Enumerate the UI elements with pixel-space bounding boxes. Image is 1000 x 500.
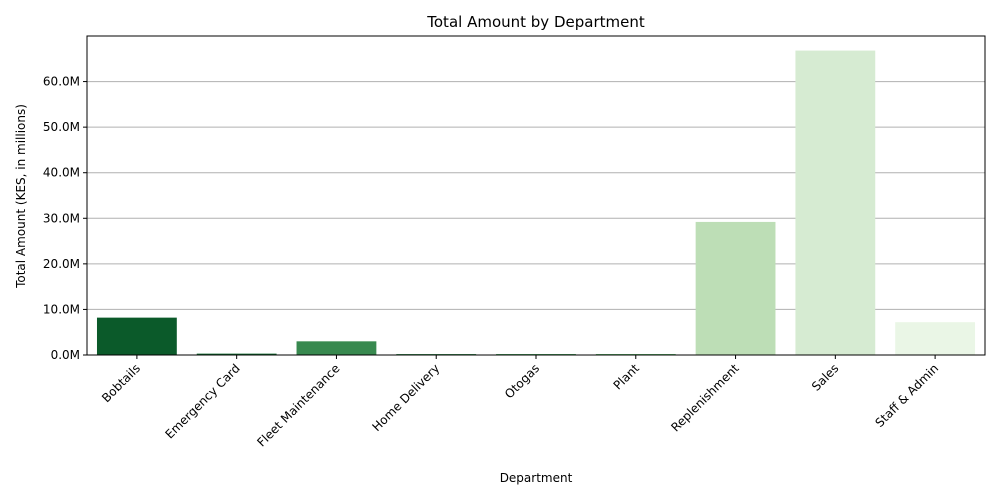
- x-tick-label: Bobtails: [99, 361, 143, 405]
- chart-title: Total Amount by Department: [426, 13, 645, 31]
- y-tick-label: 40.0M: [43, 166, 80, 180]
- x-axis-label: Department: [500, 471, 573, 485]
- y-axis-label: Total Amount (KES, in millions): [14, 104, 28, 289]
- y-tick-label: 30.0M: [43, 211, 80, 225]
- x-tick-label: Replenishment: [668, 361, 742, 435]
- y-tick-label: 20.0M: [43, 257, 80, 271]
- gridlines: [87, 81, 985, 356]
- bar-bobtails: [96, 317, 177, 355]
- y-tick-label: 0.0M: [51, 348, 80, 362]
- x-tick-label: Home Delivery: [369, 361, 442, 434]
- x-tick-label: Staff & Admin: [873, 361, 942, 430]
- x-tick-label: Plant: [611, 361, 642, 392]
- bar-fleet-maintenance: [296, 341, 377, 355]
- x-tick-label: Fleet Maintenance: [254, 361, 342, 449]
- x-axis-ticks: Bobtails Emergency Card Fleet Maintenance H…: [99, 355, 941, 449]
- y-tick-label: 50.0M: [43, 120, 80, 134]
- y-tick-label: 10.0M: [43, 302, 80, 316]
- y-tick-label: 60.0M: [43, 75, 80, 89]
- bar-replenishment: [695, 221, 776, 355]
- bar-emergency-card: [196, 353, 277, 355]
- x-tick-label: Otogas: [502, 361, 542, 401]
- x-tick-label: Emergency Card: [162, 361, 242, 441]
- x-tick-label: Sales: [809, 361, 841, 393]
- bar-staff-admin: [895, 322, 976, 355]
- y-axis-ticks: 0.0M 10.0M 20.0M 30.0M 40.0M 50.0M 60.0M: [43, 75, 87, 362]
- bar-sales: [795, 50, 876, 355]
